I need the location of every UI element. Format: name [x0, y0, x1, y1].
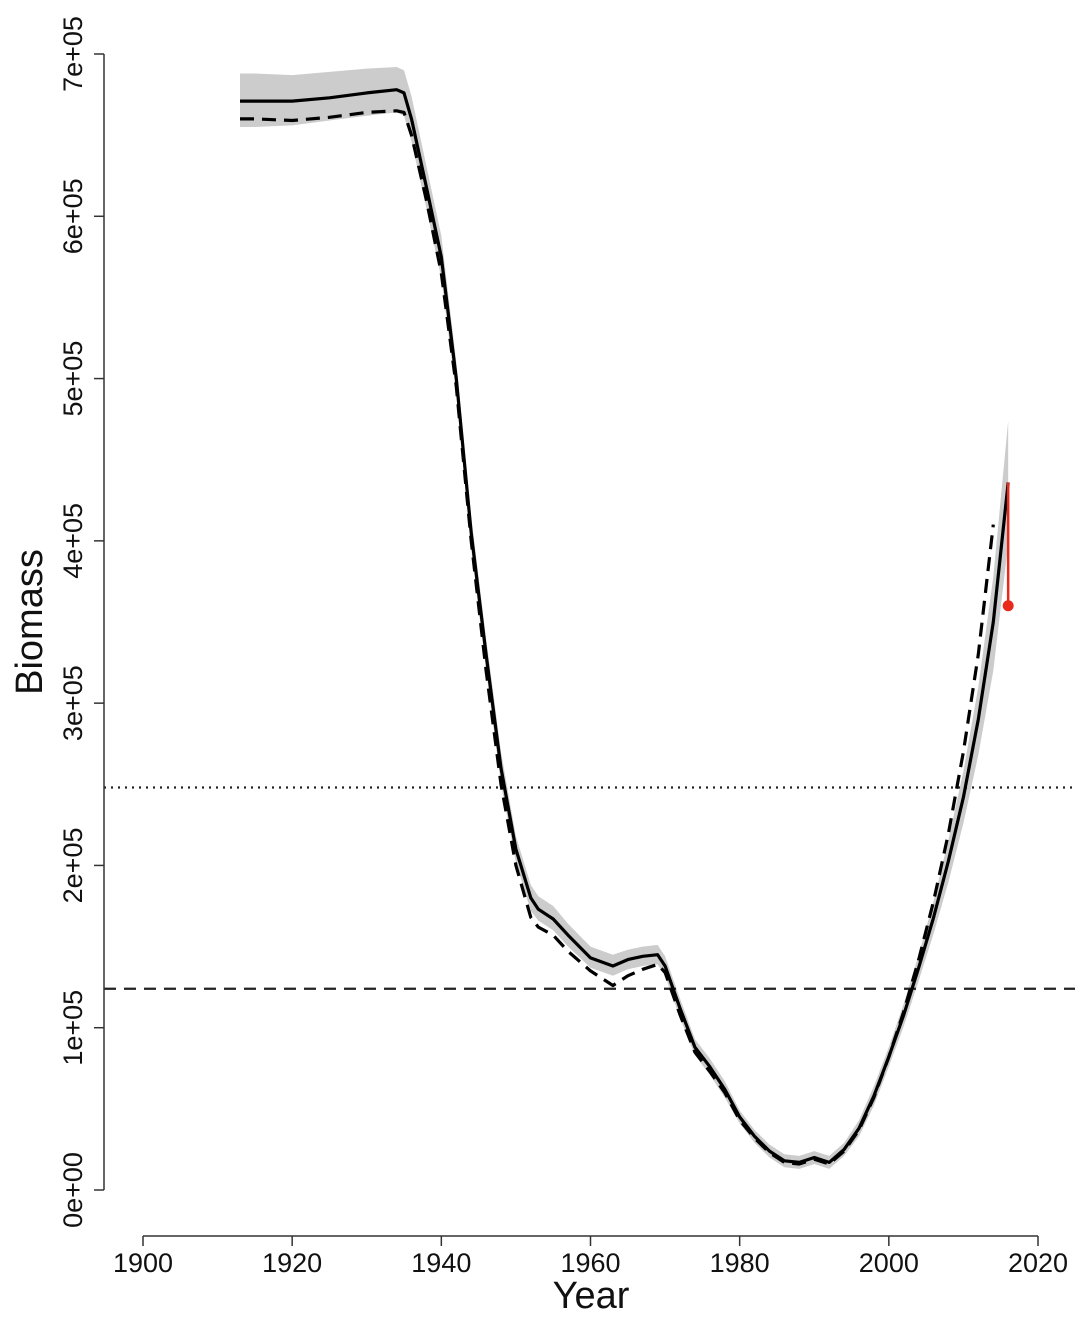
x-tick-label: 1980	[710, 1248, 770, 1278]
x-tick-label: 1900	[113, 1248, 173, 1278]
series-layer	[240, 88, 1010, 1166]
projection-layer	[1002, 482, 1014, 612]
x-tick-label: 2000	[859, 1248, 919, 1278]
series-line-dashed	[240, 109, 995, 1166]
y-axis-title: Biomass	[9, 549, 51, 695]
x-tick-label: 1960	[560, 1248, 620, 1278]
y-tick-label: 0e+00	[58, 1152, 88, 1228]
y-tick-label: 5e+05	[58, 341, 88, 417]
x-axis-title: Year	[553, 1275, 630, 1317]
x-tick-label: 1940	[411, 1248, 471, 1278]
y-tick-label: 3e+05	[58, 665, 88, 741]
x-tick-label: 1920	[262, 1248, 322, 1278]
y-tick-label: 1e+05	[58, 990, 88, 1066]
y-tick-label: 6e+05	[58, 178, 88, 254]
axes-layer: 0e+00 1e+05 2e+05 3e+05 4e+05 5e+05 6e+05 7e+05…	[58, 16, 1068, 1278]
projection-point	[1002, 600, 1014, 612]
y-tick-label: 2e+05	[58, 828, 88, 904]
uncertainty-band-layer	[240, 67, 1009, 1169]
uncertainty-band	[240, 67, 1009, 1169]
y-tick-label: 7e+05	[58, 16, 88, 92]
series-line-solid	[240, 88, 1010, 1165]
x-tick-label: 2020	[1008, 1248, 1068, 1278]
y-tick-label: 4e+05	[58, 503, 88, 579]
